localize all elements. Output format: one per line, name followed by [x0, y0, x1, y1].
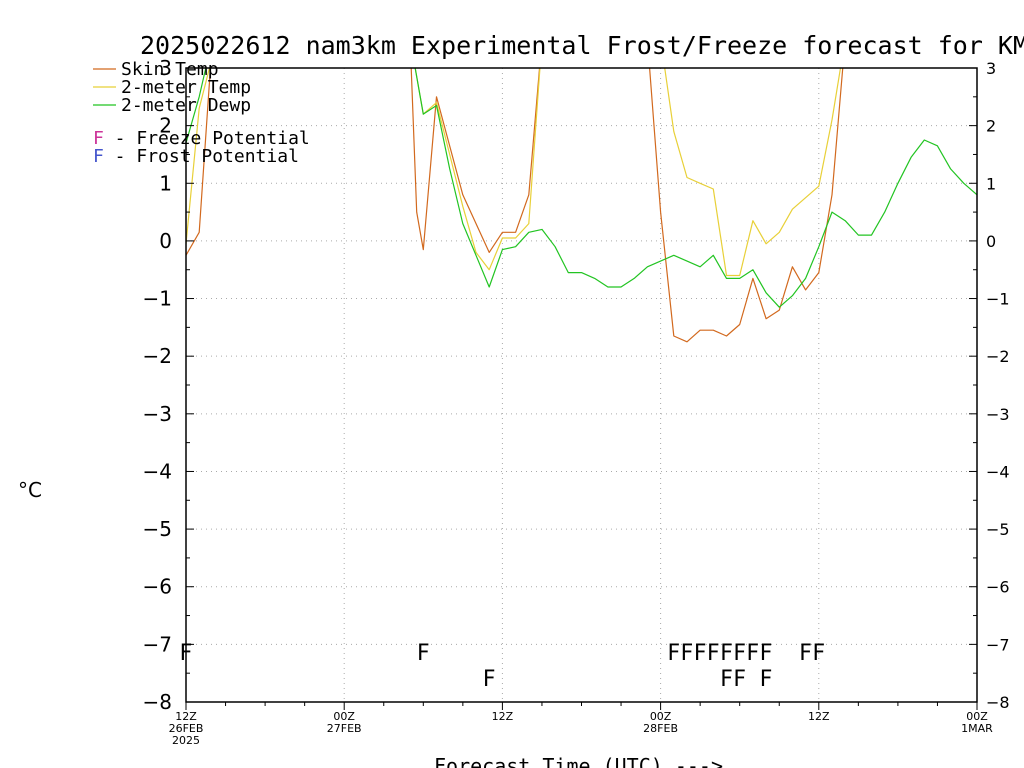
frost-potential-marker: F: [667, 641, 680, 666]
freeze-potential-marker: F: [760, 667, 773, 692]
y-tick-label-right: −6: [986, 578, 1010, 597]
frost-potential-marker: F: [707, 641, 720, 666]
frost-potential-marker: F: [799, 641, 812, 666]
y-tick-label-right: −7: [986, 635, 1010, 654]
y-tick-label-right: −4: [986, 462, 1010, 481]
y-tick-label-left: 2: [159, 114, 172, 138]
series-line-skin-temp: [186, 68, 844, 343]
y-tick-label-left: −3: [143, 402, 172, 426]
y-tick-label-right: −3: [986, 405, 1010, 424]
frost-potential-marker: F: [681, 641, 694, 666]
legend-entry: Skin Temp: [121, 59, 219, 80]
frost-potential-marker: F: [417, 641, 430, 666]
legend-entry: 2-meter Temp: [121, 77, 251, 98]
freeze-potential-marker: F: [733, 667, 746, 692]
x-tick-label: 12Z: [808, 710, 830, 723]
y-tick-label-right: −8: [986, 693, 1010, 712]
series-line-2-meter-dewp: [186, 68, 977, 308]
x-tick-label: 1MAR: [961, 722, 993, 735]
y-tick-label-right: 3: [986, 59, 996, 78]
legend-marker-label: - Frost Potential: [104, 146, 299, 167]
legend-entry: 2-meter Dewp: [121, 95, 251, 116]
y-tick-label-left: 0: [159, 229, 172, 253]
legend-marker-entry: F - Freeze Potential: [93, 128, 310, 149]
x-tick-label: 00Z: [966, 710, 988, 723]
y-tick-label-left: 1: [159, 171, 172, 195]
frost-potential-marker: F: [812, 641, 825, 666]
chart-title: 2025022612 nam3km Experimental Frost/Fre…: [140, 31, 1024, 60]
x-tick-label: 28FEB: [643, 722, 678, 735]
frost-freeze-markers: F F F F F F F F F F F FF F F F: [180, 641, 825, 692]
y-tick-label-left: −8: [143, 690, 172, 714]
x-axis-label: Forecast Time (UTC) --->: [434, 754, 723, 768]
y-tick-label-left: 3: [159, 56, 172, 80]
x-tick-label: 12Z: [175, 710, 197, 723]
y-tick-label-right: −5: [986, 520, 1010, 539]
y-tick-label-right: 2: [986, 117, 996, 136]
freeze-potential-marker: F: [720, 667, 733, 692]
y-tick-label-left: −7: [143, 632, 172, 656]
series-line-2-meter-temp: [186, 68, 842, 277]
y-tick-label-left: −4: [143, 459, 172, 483]
x-tick-label: 2025: [172, 734, 200, 747]
freeze-potential-marker: F: [483, 667, 496, 692]
axes: 3 3 2 2 1 1 0 0 −1 −1 −2 −2 −3 −3 −4 −4 −5 −5 −6 −6 −7 −7 −8 −8…: [143, 56, 1010, 747]
y-tick-label-right: −1: [986, 290, 1010, 309]
x-tick-label: 27FEB: [327, 722, 362, 735]
y-tick-label-left: −2: [143, 344, 172, 368]
y-tick-label-right: −2: [986, 347, 1010, 366]
legend-marker-glyph: F: [93, 128, 104, 149]
frost-potential-marker: F: [694, 641, 707, 666]
y-tick-label-right: 0: [986, 232, 996, 251]
y-axis-label: °C: [18, 478, 42, 502]
grid: [186, 68, 977, 702]
x-tick-label: 00Z: [333, 710, 355, 723]
y-tick-label-right: 1: [986, 174, 996, 193]
legend-marker-entry: F - Frost Potential: [93, 146, 299, 167]
y-tick-label-left: −5: [143, 517, 172, 541]
frost-potential-marker: F: [720, 641, 733, 666]
legend-marker-label: - Freeze Potential: [104, 128, 310, 149]
x-tick-label: 12Z: [492, 710, 514, 723]
x-tick-label: 00Z: [650, 710, 672, 723]
legend-marker-glyph: F: [93, 146, 104, 167]
x-tick-label: 26FEB: [169, 722, 204, 735]
y-tick-label-left: −1: [143, 287, 172, 311]
y-tick-label-left: −6: [143, 575, 172, 599]
frost-potential-marker: F: [733, 641, 746, 666]
frost-potential-marker: F: [747, 641, 760, 666]
plot-series: [186, 68, 977, 343]
frost-potential-marker: F: [760, 641, 773, 666]
